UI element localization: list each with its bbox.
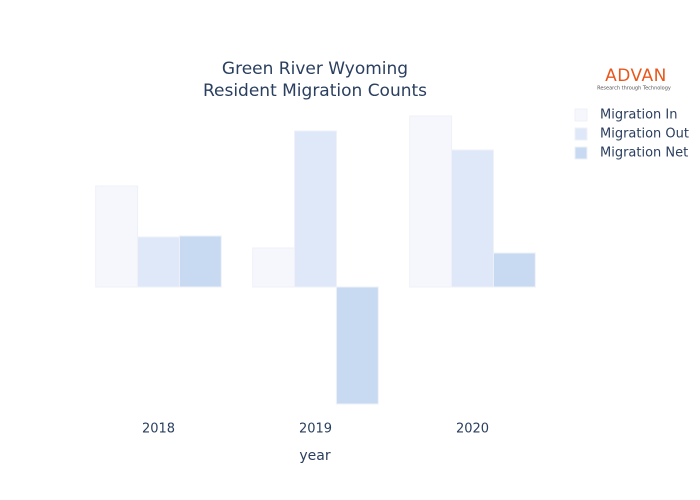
bar [178, 235, 222, 288]
chart-title: Resident Migration Counts [203, 81, 427, 101]
legend-swatch [574, 146, 588, 160]
bar [451, 149, 494, 288]
logo: ADVAN [605, 66, 667, 86]
chart-title: Green River Wyoming [222, 59, 408, 79]
legend-label: Migration In [600, 108, 678, 123]
bar [492, 252, 536, 288]
x-axis-label: year [299, 448, 330, 464]
logo-tagline: Research through Technology [597, 86, 671, 92]
bar [335, 286, 379, 405]
bar [294, 130, 337, 288]
x-tick-label: 2020 [456, 422, 489, 437]
bar [409, 115, 453, 288]
x-tick-label: 2018 [142, 422, 175, 437]
bar [137, 236, 180, 288]
bar [252, 247, 296, 288]
bar [95, 185, 139, 288]
x-tick-label: 2019 [299, 422, 332, 437]
legend-swatch [574, 108, 588, 122]
legend-swatch [574, 127, 588, 141]
legend-label: Migration Net [600, 146, 688, 161]
legend-label: Migration Out [600, 127, 689, 142]
